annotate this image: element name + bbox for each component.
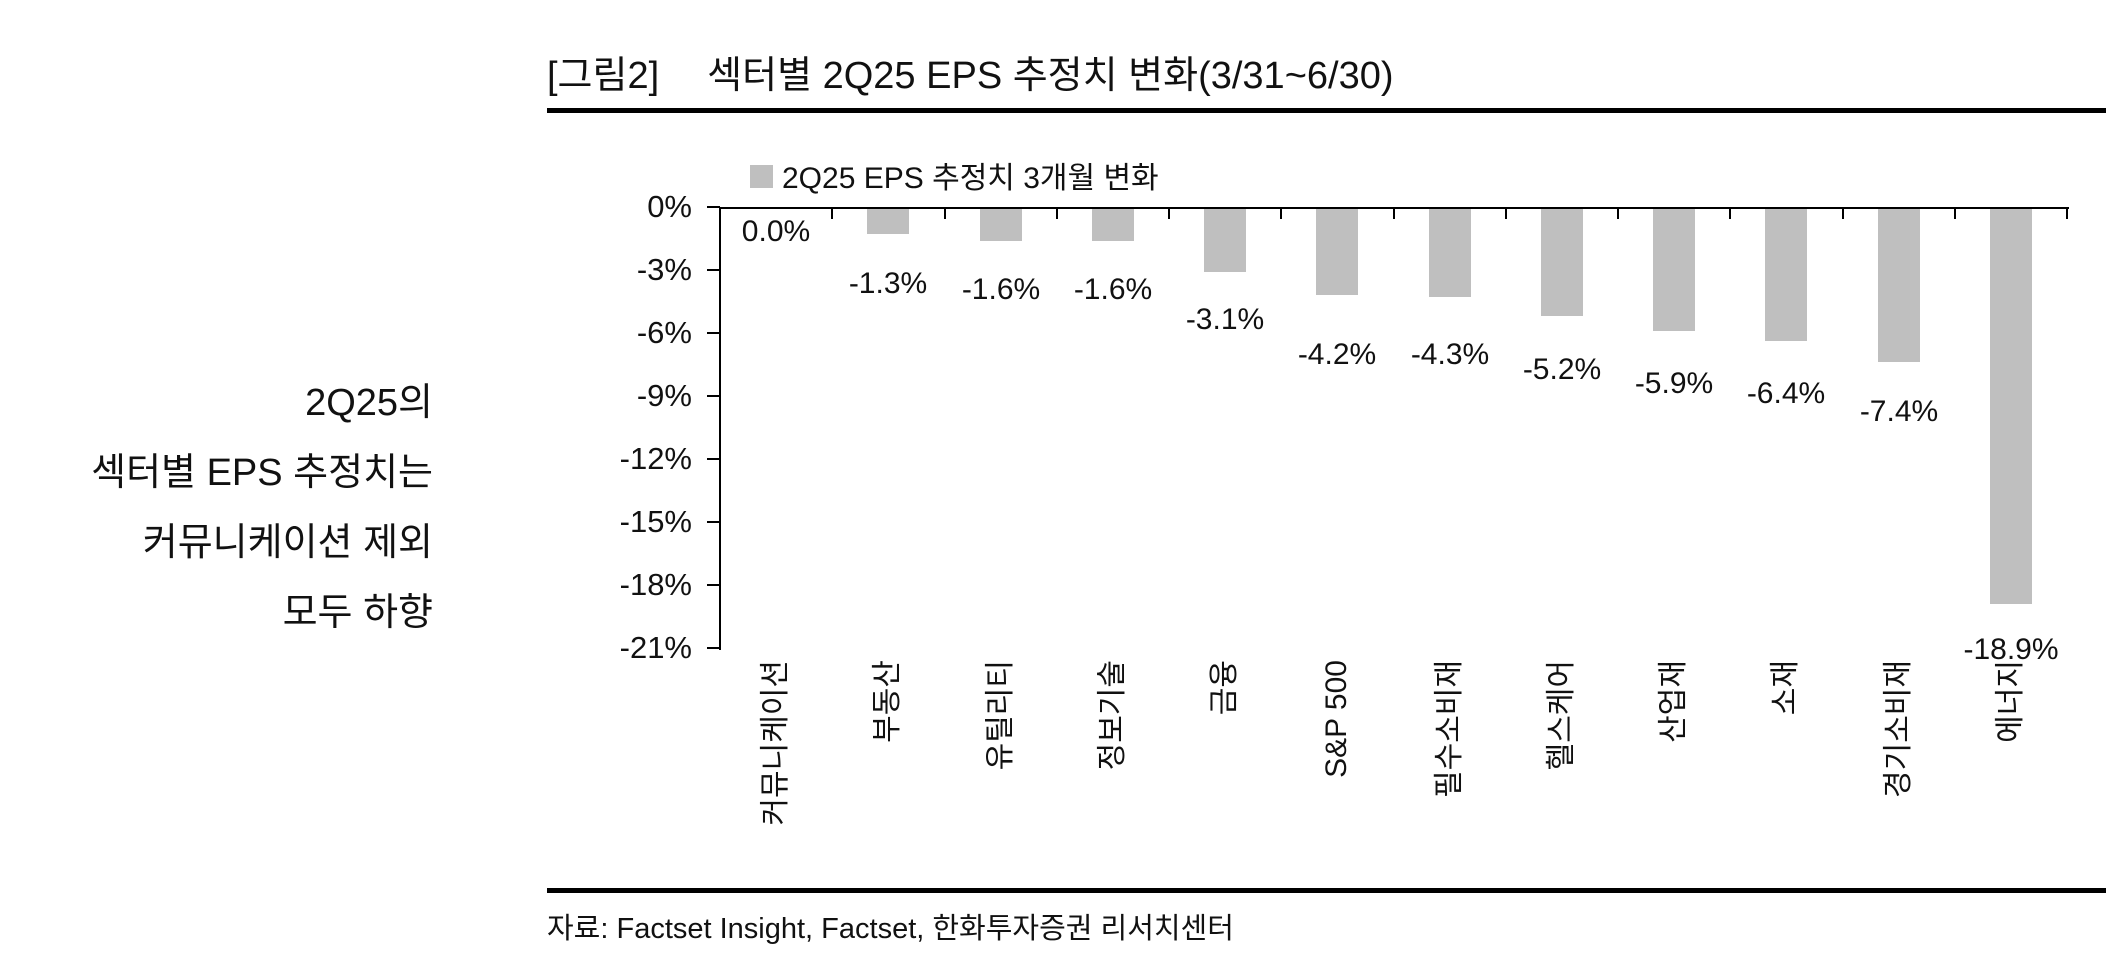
x-tick-mark (1842, 207, 1844, 219)
bar (1429, 209, 1471, 297)
y-tick-mark (707, 458, 720, 460)
bar (1765, 209, 1807, 341)
y-tick-label: -15% (619, 504, 692, 539)
legend-swatch (750, 164, 773, 188)
x-category-label: 금융 (1208, 660, 1241, 716)
bar (980, 209, 1022, 241)
bar-value-label: -5.9% (1634, 367, 1714, 400)
legend-label: 2Q25 EPS 추정치 3개월 변화 (782, 162, 1159, 195)
y-tick-label: -9% (636, 378, 692, 413)
bar-value-label: -18.9% (1963, 633, 2059, 666)
bar-value-label: -7.4% (1859, 395, 1939, 428)
source-note: 자료: Factset Insight, Factset, 한화투자증권 리서치… (547, 913, 1234, 945)
y-tick-mark (707, 521, 720, 523)
y-tick-mark (707, 206, 720, 208)
bar-value-label: -1.6% (1073, 273, 1153, 306)
bar-value-label: 0.0% (741, 215, 811, 248)
x-category-label: 부동산 (871, 660, 904, 743)
x-tick-mark (1280, 207, 1282, 219)
x-category-label: 산업재 (1657, 660, 1690, 743)
commentary-line: 모두 하향 (282, 592, 433, 634)
x-tick-mark (944, 207, 946, 219)
y-tick-label: -21% (619, 630, 692, 665)
x-category-label: 필수소비재 (1433, 660, 1466, 798)
x-category-label: 커뮤니케이션 (759, 660, 792, 826)
x-category-label: S&P 500 (1320, 660, 1353, 778)
y-tick-label: -12% (619, 441, 692, 476)
y-tick-label: -3% (636, 252, 692, 287)
figure-tag: [그림2] (547, 55, 660, 97)
bar-value-label: -6.4% (1746, 377, 1826, 410)
commentary-line: 커뮤니케이션 제외 (142, 522, 433, 564)
side-commentary: 2Q25의 섹터별 EPS 추정치는 커뮤니케이션 제외 모두 하향 (33, 368, 433, 648)
bar (1204, 209, 1246, 272)
bar-value-label: -4.3% (1410, 338, 1490, 371)
bar-value-label: -5.2% (1522, 353, 1602, 386)
x-category-label: 유틸리티 (984, 660, 1017, 771)
bar (1878, 209, 1920, 362)
bar (1316, 209, 1358, 295)
x-tick-mark (1168, 207, 1170, 219)
bar (1653, 209, 1695, 331)
bar-value-label: -3.1% (1185, 303, 1265, 336)
bar (1541, 209, 1583, 316)
title-divider-rule (547, 108, 2106, 113)
chart-legend: 2Q25 EPS 추정치 3개월 변화 (750, 153, 1159, 197)
y-tick-label: -6% (636, 315, 692, 350)
x-category-label: 헬스케어 (1545, 660, 1578, 771)
x-tick-mark (1954, 207, 1956, 219)
x-category-label: 경기소비재 (1882, 660, 1915, 798)
x-tick-mark (1729, 207, 1731, 219)
source-divider-rule (547, 888, 2106, 893)
x-tick-mark (1393, 207, 1395, 219)
bar (1990, 209, 2032, 604)
commentary-line: 2Q25의 (305, 382, 433, 424)
y-tick-mark (707, 395, 720, 397)
y-tick-mark (707, 584, 720, 586)
y-axis-line (719, 207, 721, 650)
figure-title-text: 섹터별 2Q25 EPS 추정치 변화(3/31~6/30) (707, 55, 1394, 97)
bar-value-label: -1.3% (848, 267, 928, 300)
y-tick-label: -18% (619, 567, 692, 602)
x-category-label: 소재 (1769, 660, 1802, 716)
bar-value-label: -1.6% (961, 273, 1041, 306)
x-tick-mark (1056, 207, 1058, 219)
y-tick-mark (707, 647, 720, 649)
bar (867, 209, 909, 234)
x-tick-mark (1505, 207, 1507, 219)
y-tick-label: 0% (647, 189, 692, 224)
x-category-label: 에너지 (1994, 660, 2027, 743)
x-category-label: 정보기술 (1096, 660, 1129, 771)
x-tick-mark (831, 207, 833, 219)
bar-value-label: -4.2% (1297, 338, 1377, 371)
bar (1092, 209, 1134, 241)
x-tick-mark (1617, 207, 1619, 219)
x-tick-mark (2066, 207, 2068, 219)
y-tick-mark (707, 269, 720, 271)
figure-title: [그림2] 섹터별 2Q25 EPS 추정치 변화(3/31~6/30) (547, 44, 1394, 99)
commentary-line: 섹터별 EPS 추정치는 (91, 452, 433, 494)
y-tick-mark (707, 332, 720, 334)
